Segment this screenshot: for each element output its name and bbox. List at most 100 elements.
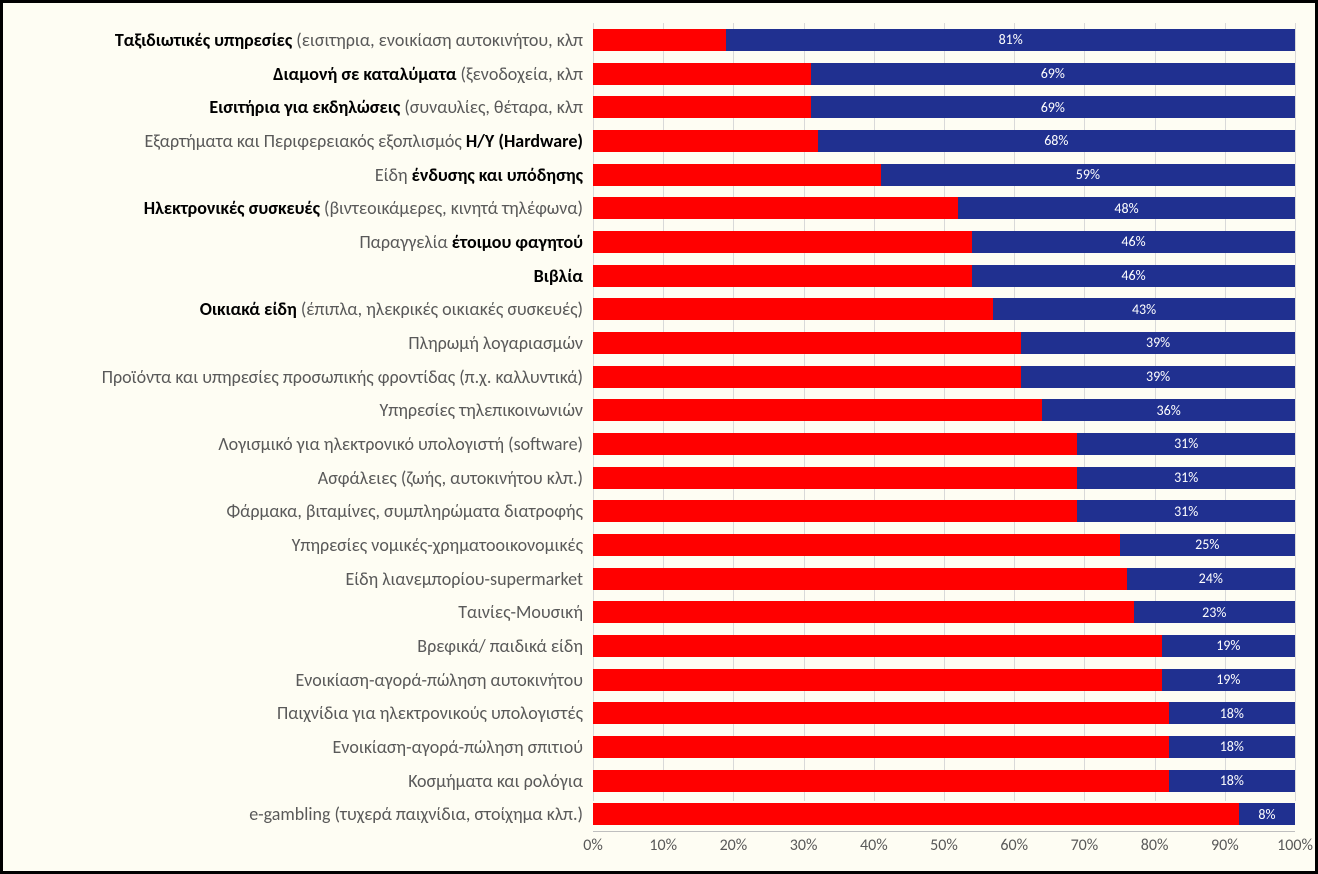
bar-track: 36% [593,393,1295,427]
bar-value-label: 31% [1174,435,1198,452]
category-label: Φάρμακα, βιταμίνες, συμπληρώματα διατροφ… [13,500,593,522]
bar-track: 25% [593,528,1295,562]
bar-value-label: 81% [999,31,1023,48]
bar-value-label: 19% [1216,671,1240,688]
bar-segment-red [593,130,818,152]
bar-segment-red [593,298,993,320]
x-tick: 10% [649,836,677,855]
bar-value-label: 8% [1258,806,1275,823]
bar-track: 39% [593,360,1295,394]
bar-segment-red [593,96,811,118]
category-label: Βιβλία [13,265,593,287]
category-label: Υπηρεσίες τηλεπικοινωνιών [13,399,593,421]
bar-segment-red [593,770,1169,792]
chart-row: Κοσμήματα και ρολόγια 18% [13,764,1295,798]
x-axis: 0%10%20%30%40%50%60%70%80%90%100% [13,831,1295,861]
bar-segment-red [593,568,1127,590]
chart-row: Λογισμικό για ηλεκτρονικό υπολογιστή (so… [13,427,1295,461]
bar-value-label: 25% [1195,536,1219,553]
bar-segment-blue: 24% [1127,568,1295,590]
bar-segment-red [593,736,1169,758]
category-label: Πληρωμή λογαριασμών [13,332,593,354]
category-label: Κοσμήματα και ρολόγια [13,770,593,792]
chart-row: Ενοικίαση-αγορά-πώληση αυτοκινήτου 19% [13,663,1295,697]
bar-track: 8% [593,797,1295,831]
bar-segment-blue: 18% [1169,736,1295,758]
bar-value-label: 31% [1174,469,1198,486]
bar-track: 69% [593,57,1295,91]
bar-value-label: 31% [1174,503,1198,520]
chart-row: Ενοικίαση-αγορά-πώληση σπιτιού18% [13,730,1295,764]
bar-value-label: 39% [1146,334,1170,351]
category-label: Ταινίες-Μουσική [13,601,593,623]
chart-row: e-gambling (τυχερά παιχνίδια, στοίχημα κ… [13,797,1295,831]
bar-track: 46% [593,225,1295,259]
bar-value-label: 24% [1199,570,1223,587]
bar-value-label: 46% [1121,267,1145,284]
bar-segment-red [593,601,1134,623]
bar-segment-blue: 59% [881,164,1295,186]
bar-value-label: 48% [1114,200,1138,217]
chart-row: Οικιακά είδη (έπιπλα, ηλεκρικές οικιακές… [13,292,1295,326]
bar-segment-blue: 8% [1239,803,1295,825]
chart-row: Διαμονή σε καταλύματα (ξενοδοχεία, κλπ 69… [13,57,1295,91]
x-tick: 100% [1277,836,1313,855]
chart-row: Είδη ένδυσης και υπόδησης59% [13,158,1295,192]
bar-segment-blue: 43% [993,298,1295,320]
bar-segment-blue: 18% [1169,702,1295,724]
bar-value-label: 18% [1220,738,1244,755]
bar-segment-blue: 36% [1042,399,1295,421]
chart-row: Φάρμακα, βιταμίνες, συμπληρώματα διατροφ… [13,494,1295,528]
bar-segment-blue: 18% [1169,770,1295,792]
bar-value-label: 39% [1146,368,1170,385]
bar-value-label: 36% [1157,402,1181,419]
bar-segment-red [593,534,1120,556]
category-label: Ενοικίαση-αγορά-πώληση αυτοκινήτου [13,669,593,691]
bar-track: 18% [593,696,1295,730]
chart-row: Πληρωμή λογαριασμών 39% [13,326,1295,360]
bar-segment-blue: 46% [972,231,1295,253]
x-tick: 30% [790,836,818,855]
stacked-bar-chart: Ταξιδιωτικές υπηρεσίες (εισιτηρια, ενοικ… [13,23,1295,861]
bar-segment-red [593,467,1077,489]
chart-row: Ηλεκτρονικές συσκευές (βιντεοικάμερες, κ… [13,191,1295,225]
bar-segment-blue: 31% [1077,500,1295,522]
category-label: Παιχνίδια για ηλεκτρονικούς υπολογιστές [13,702,593,724]
bar-segment-red [593,635,1162,657]
category-label: Εξαρτήματα και Περιφερειακός εξοπλισμός … [13,130,593,152]
category-label: Ηλεκτρονικές συσκευές (βιντεοικάμερες, κ… [13,197,593,219]
bar-segment-red [593,197,958,219]
chart-row: Υπηρεσίες τηλεπικοινωνιών 36% [13,393,1295,427]
bar-track: 31% [593,461,1295,495]
bar-segment-red [593,164,881,186]
x-tick: 20% [720,836,748,855]
bar-segment-red [593,702,1169,724]
bar-segment-blue: 31% [1077,467,1295,489]
bar-value-label: 59% [1076,166,1100,183]
chart-row: Βιβλία 46% [13,259,1295,293]
bar-track: 39% [593,326,1295,360]
bar-track: 59% [593,158,1295,192]
bar-segment-blue: 25% [1120,534,1296,556]
bar-value-label: 18% [1220,772,1244,789]
bar-segment-red [593,803,1239,825]
bar-track: 19% [593,629,1295,663]
bar-value-label: 23% [1202,604,1226,621]
category-label: Βρεφικά/ παιδικά είδη [13,635,593,657]
bar-segment-blue: 46% [972,265,1295,287]
bar-track: 18% [593,730,1295,764]
x-axis-ticks: 0%10%20%30%40%50%60%70%80%90%100% [593,831,1295,861]
x-tick: 60% [1000,836,1028,855]
bar-segment-red [593,332,1021,354]
category-label: Διαμονή σε καταλύματα (ξενοδοχεία, κλπ [13,63,593,85]
bar-segment-blue: 39% [1021,332,1295,354]
bar-track: 19% [593,663,1295,697]
x-tick: 50% [930,836,958,855]
category-label: e-gambling (τυχερά παιχνίδια, στοίχημα κ… [13,803,593,825]
chart-row: Ταξιδιωτικές υπηρεσίες (εισιτηρια, ενοικ… [13,23,1295,57]
bar-segment-blue: 69% [811,63,1295,85]
bar-track: 31% [593,427,1295,461]
chart-row: Παραγγελία έτοιμου φαγητού46% [13,225,1295,259]
bar-value-label: 43% [1132,301,1156,318]
bar-segment-red [593,399,1042,421]
